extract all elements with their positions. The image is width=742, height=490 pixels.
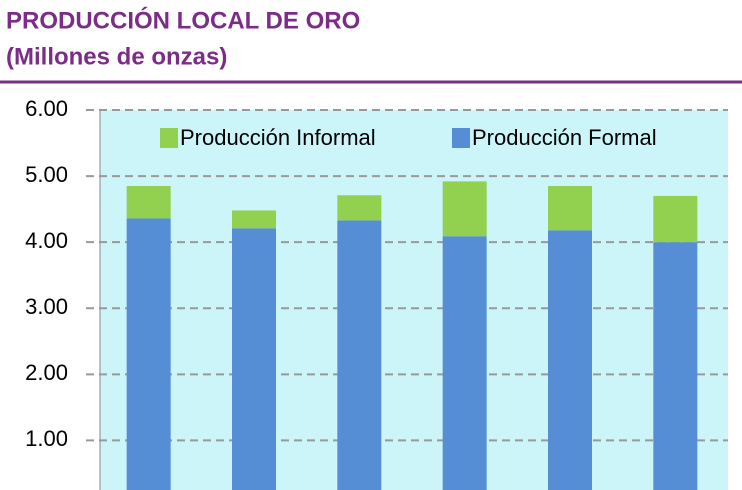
bar-segment — [126, 218, 171, 490]
bar-segment — [442, 236, 487, 490]
legend-swatch — [160, 128, 178, 148]
bar-segment — [653, 195, 698, 243]
chart-subtitle: (Millones de onzas) — [6, 43, 227, 70]
y-tick-label: 2.00 — [25, 360, 68, 385]
legend-swatch — [452, 128, 470, 148]
bar-segment — [232, 228, 276, 490]
y-tick-label: 6.00 — [25, 96, 68, 121]
y-tick-label: 1.00 — [25, 426, 68, 451]
bar-segment — [337, 195, 382, 221]
bar-segment — [232, 210, 276, 229]
chart-title: PRODUCCIÓN LOCAL DE ORO — [6, 6, 360, 34]
legend-label: Producción Informal — [180, 125, 376, 150]
y-tick-label: 3.00 — [25, 294, 68, 319]
bar-segment — [442, 181, 487, 237]
bar-segment — [337, 220, 382, 490]
plot-area — [100, 110, 728, 490]
bar-segment — [548, 230, 592, 490]
legend-label: Producción Formal — [472, 125, 657, 150]
bar-segment — [126, 186, 171, 219]
y-tick-label: 5.00 — [25, 162, 68, 187]
bar-segment — [653, 242, 698, 490]
bar-segment — [548, 186, 592, 231]
y-tick-label: 4.00 — [25, 228, 68, 253]
